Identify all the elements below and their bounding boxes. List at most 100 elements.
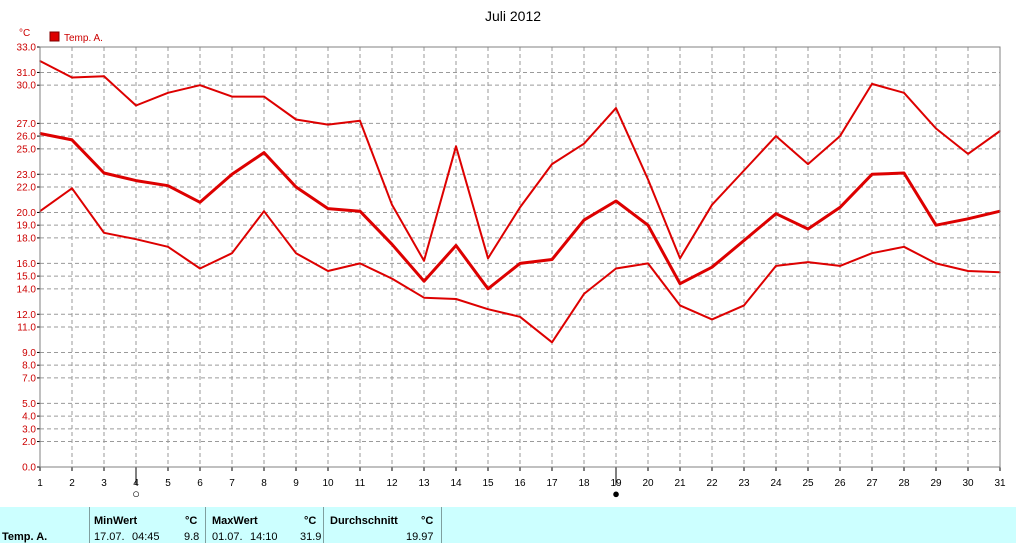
data-point xyxy=(455,244,457,247)
data-point xyxy=(295,186,297,188)
x-tick-label: 18 xyxy=(578,478,590,489)
avg-header: Durchschnitt xyxy=(330,515,398,527)
y-tick-label: 19.0 xyxy=(17,221,37,232)
data-point xyxy=(967,270,969,272)
data-point xyxy=(167,184,169,187)
y-tick-label: 14.0 xyxy=(17,284,37,295)
min-unit: °C xyxy=(185,515,198,527)
data-point xyxy=(135,238,137,240)
x-tick-label: 24 xyxy=(770,478,782,489)
y-tick-label: 7.0 xyxy=(22,373,36,384)
data-point xyxy=(711,204,713,206)
data-point xyxy=(839,135,841,137)
moon-phase-icon: ● xyxy=(612,486,620,501)
y-tick-label: 23.0 xyxy=(17,170,37,181)
data-point xyxy=(71,187,73,190)
y-tick-label: 33.0 xyxy=(17,43,37,54)
y-tick-label: 20.0 xyxy=(17,208,37,219)
y-tick-label: 26.0 xyxy=(17,132,37,143)
data-point xyxy=(231,95,233,98)
max-time: 14:10 xyxy=(250,531,278,543)
data-point xyxy=(327,207,329,210)
data-point xyxy=(103,232,105,234)
data-point xyxy=(807,261,809,263)
x-tick-label: 22 xyxy=(706,478,718,489)
chart-title: Juli 2012 xyxy=(485,8,541,24)
x-tick-label: 25 xyxy=(802,478,814,489)
data-point xyxy=(199,84,201,86)
x-tick-label: 23 xyxy=(738,478,750,489)
data-point xyxy=(295,252,297,254)
data-point xyxy=(679,304,681,307)
data-point xyxy=(359,210,361,212)
x-tick-label: 28 xyxy=(898,478,910,489)
y-tick-label: 12.0 xyxy=(17,310,37,321)
y-tick-label: 5.0 xyxy=(22,399,36,410)
x-tick-label: 16 xyxy=(514,478,526,489)
data-point xyxy=(71,76,73,79)
data-point xyxy=(583,219,585,221)
data-point xyxy=(775,212,777,215)
data-point xyxy=(135,179,137,182)
data-point xyxy=(903,172,905,174)
max-value-cell: MaxWert °C 01.07. 14:10 31.9 xyxy=(206,507,324,543)
x-tick-label: 13 xyxy=(418,478,430,489)
min-value-cell: MinWert °C 17.07. 04:45 9.8 xyxy=(90,507,206,543)
data-point xyxy=(295,118,297,121)
legend-label: Temp. A. xyxy=(64,33,103,44)
data-point xyxy=(551,163,553,165)
data-point xyxy=(327,270,329,272)
data-point xyxy=(839,206,841,209)
data-point xyxy=(935,224,937,226)
x-tick-label: 10 xyxy=(322,478,334,489)
data-point xyxy=(487,288,489,290)
x-tick-label: 7 xyxy=(229,478,235,489)
min-date: 17.07. xyxy=(94,531,125,543)
data-point xyxy=(967,218,969,220)
x-tick-label: 3 xyxy=(101,478,107,489)
data-point xyxy=(647,262,649,265)
data-point xyxy=(871,173,873,176)
data-point xyxy=(967,153,969,155)
data-point xyxy=(807,228,809,230)
data-point xyxy=(551,341,553,344)
data-point xyxy=(519,262,521,265)
x-tick-label: 8 xyxy=(261,478,267,489)
y-tick-label: 2.0 xyxy=(22,437,36,448)
min-value: 9.8 xyxy=(184,531,200,543)
x-tick-label: 12 xyxy=(386,478,398,489)
x-tick-label: 17 xyxy=(546,478,558,489)
y-axis-unit: °C xyxy=(19,28,30,39)
avg-unit: °C xyxy=(421,515,434,527)
data-point xyxy=(455,298,457,300)
data-point xyxy=(359,120,361,122)
max-unit: °C xyxy=(304,515,317,527)
y-tick-label: 22.0 xyxy=(17,183,37,194)
data-point xyxy=(935,127,937,130)
data-point xyxy=(583,293,585,295)
statistics-panel: Temp. A. MinWert °C 17.07. 04:45 9.8 Max… xyxy=(0,507,1016,543)
data-point xyxy=(327,123,329,126)
data-point xyxy=(359,262,361,265)
data-point xyxy=(615,267,617,270)
stats-row-label: Temp. A. xyxy=(2,531,48,543)
data-point xyxy=(391,243,393,246)
data-point xyxy=(423,280,425,282)
x-tick-label: 9 xyxy=(293,478,299,489)
y-tick-label: 9.0 xyxy=(22,348,36,359)
data-point xyxy=(71,139,73,141)
x-tick-label: 6 xyxy=(197,478,203,489)
data-point xyxy=(263,210,265,212)
data-point xyxy=(615,200,617,202)
data-point xyxy=(903,92,905,94)
data-point xyxy=(103,172,105,174)
min-header: MinWert xyxy=(94,515,138,527)
x-tick-label: 27 xyxy=(866,478,878,489)
x-tick-label: 20 xyxy=(642,478,654,489)
y-tick-label: 27.0 xyxy=(17,119,37,130)
x-tick-label: 30 xyxy=(962,478,974,489)
data-point xyxy=(231,252,233,254)
data-point xyxy=(391,277,393,280)
data-point xyxy=(775,265,777,267)
y-tick-label: 16.0 xyxy=(17,259,37,270)
